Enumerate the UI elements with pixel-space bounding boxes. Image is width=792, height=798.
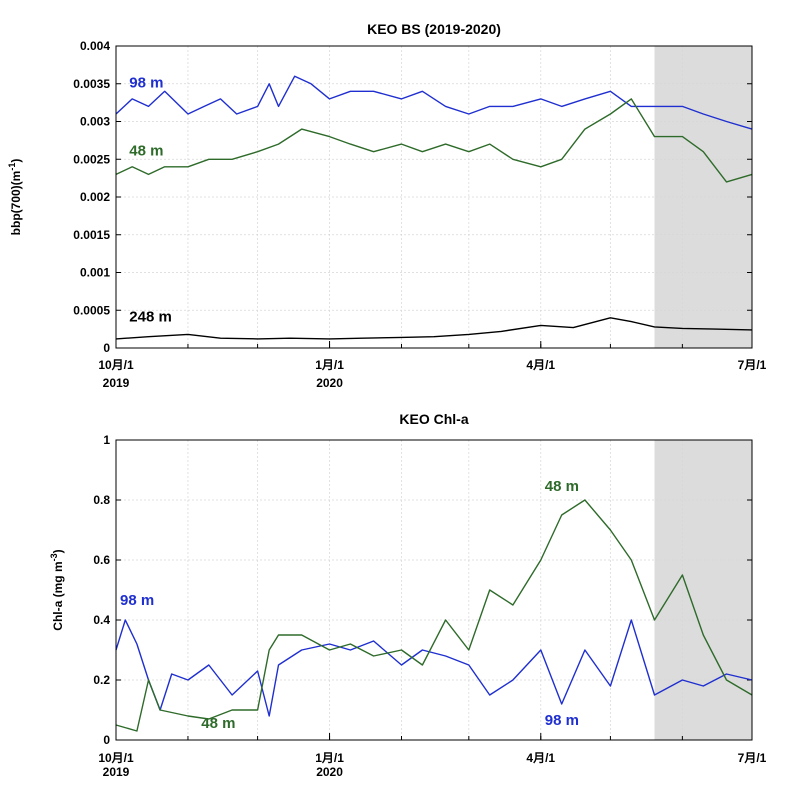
- y-tick-label: 0.6: [93, 553, 110, 567]
- series-line-48-m: [115, 98, 753, 183]
- series-label: 98 m: [545, 712, 579, 729]
- series-line-248-m: [115, 317, 753, 340]
- chart-title: KEO Chl-a: [399, 411, 468, 427]
- plot-frame: [115, 439, 753, 741]
- x-tick-label: 4月/1: [526, 751, 555, 765]
- y-tick-label: 0.002: [80, 190, 110, 204]
- y-axis-label-superscript: -3: [49, 553, 59, 561]
- y-tick-label: 0.0015: [73, 228, 110, 242]
- year-label: 2020: [316, 376, 343, 390]
- series-label: 48 m: [129, 142, 163, 159]
- y-tick-label: 0.8: [93, 493, 110, 507]
- x-tick-label: 1月/1: [315, 751, 344, 765]
- chart-title: KEO BS (2019-2020): [367, 21, 501, 37]
- y-tick-label: 0: [103, 341, 110, 355]
- year-label: 2019: [103, 765, 130, 779]
- series-line-48-m: [115, 499, 753, 732]
- x-tick-label: 7月/1: [738, 751, 767, 765]
- y-tick-label: 0.004: [80, 39, 110, 53]
- year-label: 2019: [103, 376, 130, 390]
- y-axis-label-close: ): [9, 159, 23, 163]
- y-axis-label: Chl-a (mg m-3): [49, 549, 65, 630]
- y-tick-label: 0.0005: [73, 303, 110, 317]
- series-label: 248 m: [129, 309, 172, 326]
- y-tick-label: 0.0025: [73, 152, 110, 166]
- series-line-98-m: [115, 75, 753, 130]
- y-axis-label-superscript: -1: [7, 163, 17, 171]
- y-tick-label: 0.2: [93, 673, 110, 687]
- x-tick-label: 1月/1: [315, 358, 344, 372]
- shaded-period: [654, 46, 752, 348]
- y-axis-label-close: ): [51, 549, 65, 553]
- x-tick-label: 4月/1: [526, 358, 555, 372]
- y-tick-label: 0.003: [80, 115, 110, 129]
- shaded-period: [654, 440, 752, 740]
- y-tick-label: 0.0035: [73, 77, 110, 91]
- y-axis-label: bbp(700)(m-1): [7, 159, 23, 236]
- x-tick-label: 10月/1: [98, 358, 134, 372]
- plot-frame: [115, 45, 753, 349]
- year-label: 2020: [316, 765, 343, 779]
- x-tick-label: 7月/1: [738, 358, 767, 372]
- series-label: 98 m: [120, 592, 154, 609]
- y-tick-label: 0.4: [93, 613, 110, 627]
- y-tick-label: 0: [103, 733, 110, 747]
- x-tick-label: 10月/1: [98, 751, 134, 765]
- series-label: 98 m: [129, 75, 163, 92]
- y-tick-label: 0.001: [80, 266, 110, 280]
- series-label: 48 m: [545, 478, 579, 495]
- y-tick-label: 1: [103, 433, 110, 447]
- series-label: 48 m: [201, 715, 235, 732]
